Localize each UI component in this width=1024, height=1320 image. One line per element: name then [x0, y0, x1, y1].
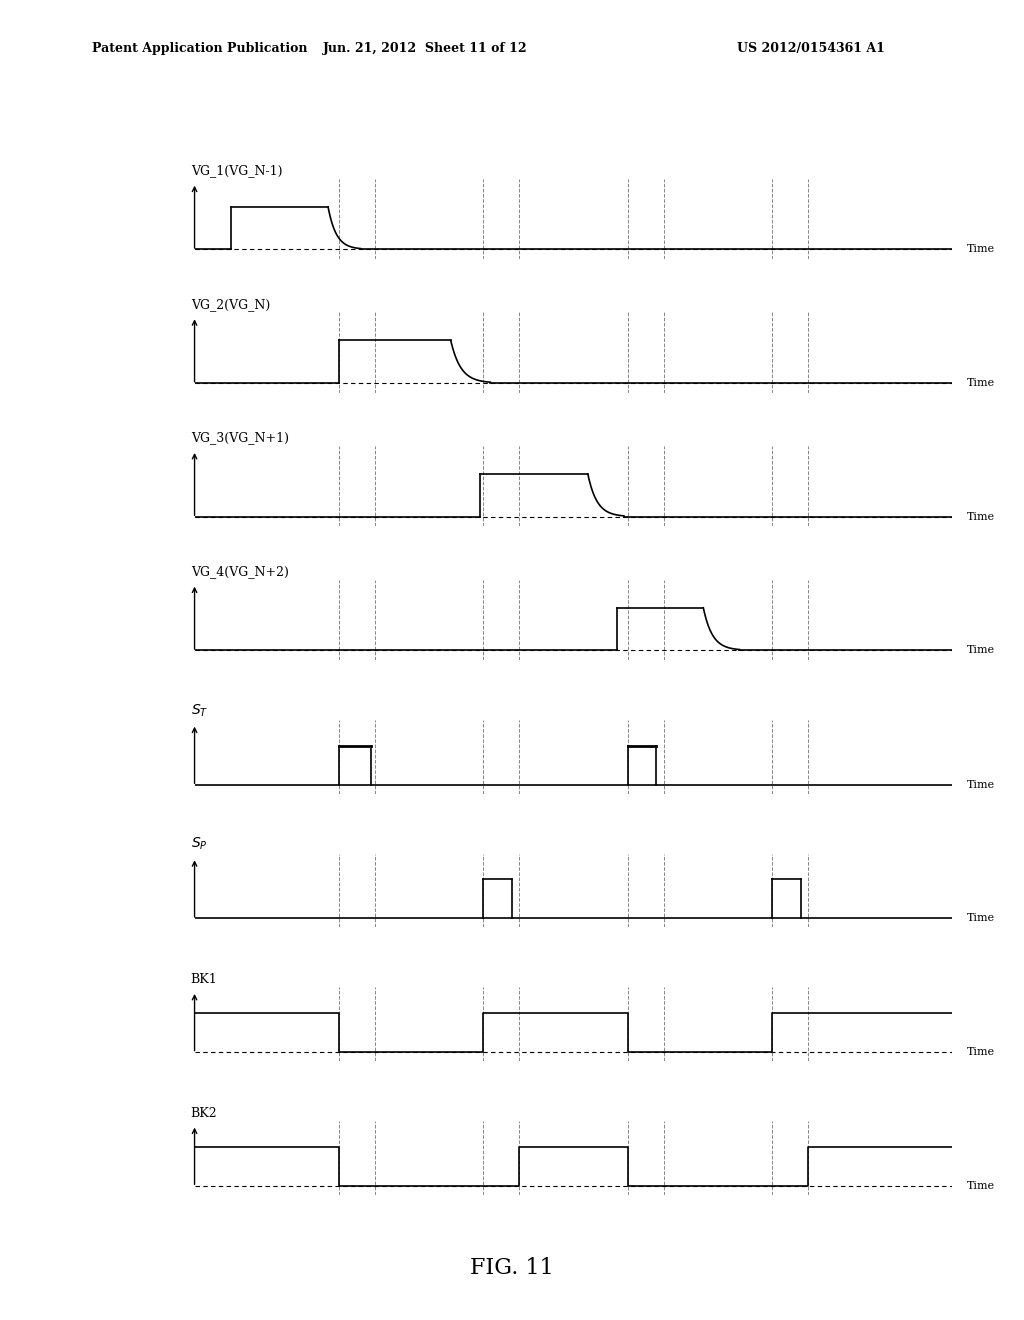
- Text: Time: Time: [967, 645, 995, 655]
- Text: Patent Application Publication: Patent Application Publication: [92, 42, 307, 55]
- Text: Time: Time: [967, 512, 995, 521]
- Text: BK2: BK2: [190, 1106, 217, 1119]
- Text: Time: Time: [967, 244, 995, 255]
- Text: VG_2(VG_N): VG_2(VG_N): [190, 298, 270, 310]
- Text: BK1: BK1: [190, 973, 217, 986]
- Text: $S_T$: $S_T$: [190, 702, 208, 718]
- Text: VG_4(VG_N+2): VG_4(VG_N+2): [190, 565, 289, 578]
- Text: FIG. 11: FIG. 11: [470, 1257, 554, 1279]
- Text: $S_P$: $S_P$: [190, 836, 208, 853]
- Text: Time: Time: [967, 780, 995, 789]
- Text: VG_1(VG_N-1): VG_1(VG_N-1): [190, 164, 283, 177]
- Text: Time: Time: [967, 1180, 995, 1191]
- Text: US 2012/0154361 A1: US 2012/0154361 A1: [737, 42, 885, 55]
- Text: Time: Time: [967, 378, 995, 388]
- Text: VG_3(VG_N+1): VG_3(VG_N+1): [190, 432, 289, 445]
- Text: Time: Time: [967, 913, 995, 924]
- Text: Time: Time: [967, 1047, 995, 1057]
- Text: Jun. 21, 2012  Sheet 11 of 12: Jun. 21, 2012 Sheet 11 of 12: [323, 42, 527, 55]
